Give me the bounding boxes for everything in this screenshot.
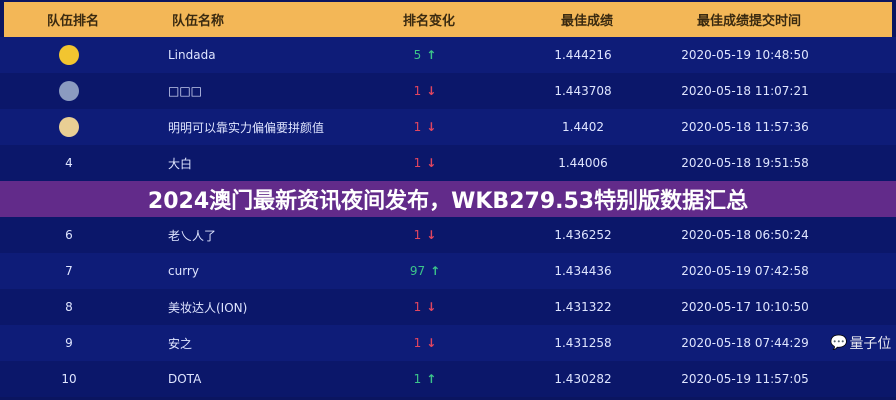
submit-time: 2020-05-18 07:44:29 bbox=[681, 336, 809, 350]
change-value: 1 bbox=[413, 300, 422, 314]
table-row[interactable]: 8 美妆达人(ION) 1 ↓ 1.431322 2020-05-17 10:10… bbox=[0, 289, 896, 325]
best-score: 1.444216 bbox=[554, 48, 612, 62]
rank-cell: 10 bbox=[20, 361, 118, 397]
change-value: 1 bbox=[413, 372, 422, 386]
submit-time: 2020-05-18 06:50:24 bbox=[681, 228, 809, 242]
rank-value: 6 bbox=[65, 228, 73, 242]
best-score: 1.434436 bbox=[554, 264, 612, 278]
arrow-down-icon: ↓ bbox=[426, 228, 437, 242]
arrow-up-icon: ↑ bbox=[426, 48, 437, 62]
change-value: 97 bbox=[409, 264, 426, 278]
submit-time: 2020-05-18 19:51:58 bbox=[681, 156, 809, 170]
team-name: □□□ bbox=[168, 84, 203, 98]
rank-cell: 7 bbox=[20, 253, 118, 289]
header-rank: 队伍排名 bbox=[46, 14, 99, 29]
table-row[interactable]: 明明可以靠实力偏偏要拼颜值 1 ↓ 1.4402 2020-05-18 11:57… bbox=[0, 109, 896, 145]
submit-time: 2020-05-19 07:42:58 bbox=[681, 264, 809, 278]
change-value: 1 bbox=[413, 336, 422, 350]
arrow-down-icon: ↓ bbox=[426, 120, 437, 134]
team-name: Lindada bbox=[168, 48, 216, 62]
best-score: 1.431322 bbox=[554, 300, 612, 314]
submit-time: 2020-05-19 10:48:50 bbox=[681, 48, 809, 62]
rank-change: 5 ↑ bbox=[380, 37, 470, 73]
rank-value: 9 bbox=[65, 336, 73, 350]
table-header: 队伍排名 队伍名称 排名变化 最佳成绩 最佳成绩提交时间 bbox=[4, 2, 892, 37]
rank-cell bbox=[20, 37, 118, 73]
rank-value: 10 bbox=[61, 372, 77, 386]
table-row[interactable]: 4 大白 1 ↓ 1.44006 2020-05-18 19:51:58 bbox=[0, 145, 896, 181]
header-score: 最佳成绩 bbox=[560, 14, 613, 29]
team-name: curry bbox=[168, 264, 199, 278]
team-name: 安之 bbox=[168, 336, 193, 351]
arrow-down-icon: ↓ bbox=[426, 336, 437, 350]
team-name: 老乀人了 bbox=[168, 228, 217, 243]
arrow-up-icon: ↑ bbox=[430, 264, 441, 278]
table-row[interactable]: 9 安之 1 ↓ 1.431258 2020-05-18 07:44:29 bbox=[0, 325, 896, 361]
rank-change: 97 ↑ bbox=[380, 253, 470, 289]
watermark: 💬 量子位 bbox=[830, 334, 891, 352]
rank-change: 1 ↓ bbox=[380, 145, 470, 181]
table-row[interactable]: Lindada 5 ↑ 1.444216 2020-05-19 10:48:50 bbox=[0, 37, 896, 73]
team-name: 明明可以靠实力偏偏要拼颜值 bbox=[168, 120, 325, 135]
silver-medal-icon bbox=[59, 81, 79, 101]
best-score: 1.431258 bbox=[554, 336, 612, 350]
rank-cell: 9 bbox=[20, 325, 118, 361]
watermark-text: 量子位 bbox=[849, 336, 892, 352]
title-banner: 2024澳门最新资讯夜间发布，WKB279.53特别版数据汇总 bbox=[0, 181, 896, 217]
best-score: 1.436252 bbox=[554, 228, 612, 242]
rank-cell: 6 bbox=[20, 217, 118, 253]
submit-time: 2020-05-18 11:07:21 bbox=[681, 84, 809, 98]
submit-time: 2020-05-19 11:57:05 bbox=[681, 372, 809, 386]
rank-change: 1 ↓ bbox=[380, 325, 470, 361]
change-value: 1 bbox=[413, 84, 422, 98]
wechat-icon: 💬 bbox=[830, 335, 848, 351]
table-row[interactable]: □□□ 1 ↓ 1.443708 2020-05-18 11:07:21 bbox=[0, 73, 896, 109]
arrow-down-icon: ↓ bbox=[426, 300, 437, 314]
rank-cell: 4 bbox=[20, 145, 118, 181]
rank-change: 1 ↓ bbox=[380, 109, 470, 145]
rank-value: 8 bbox=[65, 300, 73, 314]
header-name: 队伍名称 bbox=[172, 14, 225, 29]
rank-cell: 8 bbox=[20, 289, 118, 325]
change-value: 5 bbox=[413, 48, 422, 62]
rank-change: 1 ↓ bbox=[380, 217, 470, 253]
best-score: 1.430282 bbox=[554, 372, 612, 386]
best-score: 1.4402 bbox=[562, 120, 604, 134]
rank-value: 4 bbox=[65, 156, 73, 170]
header-time: 最佳成绩提交时间 bbox=[696, 14, 801, 29]
change-value: 1 bbox=[413, 156, 422, 170]
gold-medal-icon bbox=[59, 45, 79, 65]
arrow-down-icon: ↓ bbox=[426, 156, 437, 170]
submit-time: 2020-05-18 11:57:36 bbox=[681, 120, 809, 134]
best-score: 1.443708 bbox=[554, 84, 612, 98]
table-row[interactable]: 6 老乀人了 1 ↓ 1.436252 2020-05-18 06:50:24 bbox=[0, 217, 896, 253]
header-change: 排名变化 bbox=[402, 14, 455, 29]
team-name: 大白 bbox=[168, 156, 193, 171]
rank-change: 1 ↓ bbox=[380, 73, 470, 109]
submit-time: 2020-05-17 10:10:50 bbox=[681, 300, 809, 314]
rank-cell bbox=[20, 73, 118, 109]
table-row[interactable]: 10 DOTA 1 ↑ 1.430282 2020-05-19 11:57:05 bbox=[0, 361, 896, 397]
best-score: 1.44006 bbox=[558, 156, 608, 170]
arrow-up-icon: ↑ bbox=[426, 372, 437, 386]
rank-change: 1 ↓ bbox=[380, 289, 470, 325]
change-value: 1 bbox=[413, 120, 422, 134]
arrow-down-icon: ↓ bbox=[426, 84, 437, 98]
team-name: DOTA bbox=[168, 372, 202, 386]
rank-value: 7 bbox=[65, 264, 73, 278]
rank-change: 1 ↑ bbox=[380, 361, 470, 397]
bronze-medal-icon bbox=[59, 117, 79, 137]
change-value: 1 bbox=[413, 228, 422, 242]
rank-cell bbox=[20, 109, 118, 145]
team-name: 美妆达人(ION) bbox=[168, 300, 248, 315]
table-row[interactable]: 7 curry 97 ↑ 1.434436 2020-05-19 07:42:58 bbox=[0, 253, 896, 289]
